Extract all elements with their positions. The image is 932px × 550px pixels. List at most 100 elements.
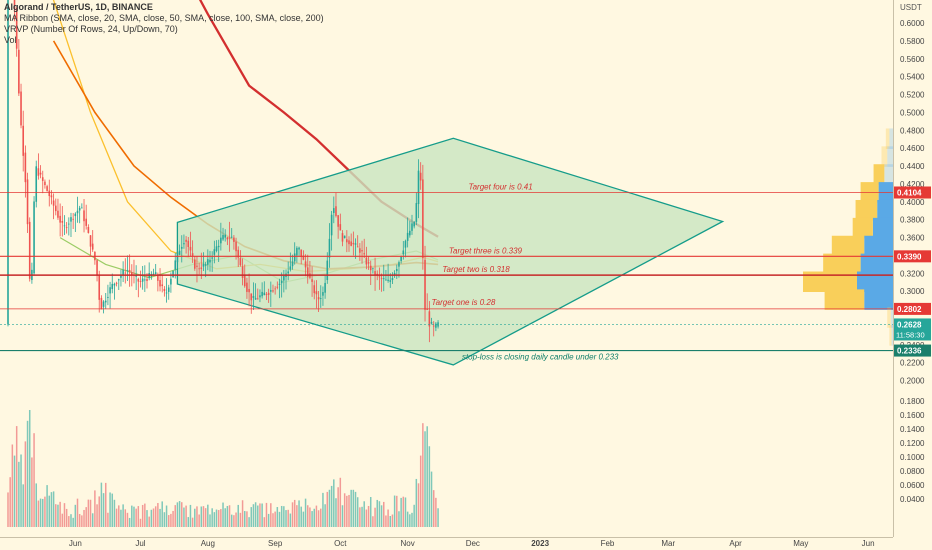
volume-bar [348,494,350,527]
volume-bar [404,497,407,527]
volume-bar [226,505,229,527]
volume-bar [46,485,48,527]
y-tick-label: 0.1000 [900,453,925,462]
candle-body [193,259,196,269]
y-tick-label: 0.4000 [900,198,925,207]
volume-bar [233,515,235,527]
volume-bar [7,492,9,527]
vrvp-up-bar [877,199,893,221]
candle-body [322,292,324,296]
candle-body [180,246,183,249]
volume-bar [159,508,161,527]
volume-bar [311,511,313,527]
volume-bar [419,455,422,527]
candle-body [124,272,127,274]
volume-bar [400,497,402,527]
volume-bar [198,514,200,527]
candle-body [235,241,237,252]
candle-body [48,190,51,197]
symbol-title[interactable]: Algorand / TetherUS, 1D, BINANCE [4,2,153,12]
volume-bar [144,503,146,527]
volume-bar [20,454,22,527]
candle-body [26,179,29,225]
volume-bar [122,504,124,527]
candle-body [380,278,383,280]
x-tick-label: Nov [401,539,415,548]
badge-target-four: 0.4104 [897,189,922,198]
volume-bar [202,506,205,527]
candle-body [387,279,389,281]
volume-bar [37,500,40,527]
vrvp-down-bar [889,325,892,346]
volume-bar [270,503,272,527]
vrvp-up-bar [889,128,893,149]
volume-bar [296,505,298,527]
volume-bar [213,512,216,527]
candle-body [395,268,398,272]
volume-bar [220,509,222,527]
candle-body [72,218,74,220]
volume-bar [224,508,226,527]
volume-bar [22,484,24,527]
candle-body [404,240,407,248]
volume-bar [306,505,309,527]
candle-body [68,223,70,225]
candle-body [141,278,144,282]
volume-bar [187,517,190,527]
volume-bar [94,490,96,527]
indicator-vrvp[interactable]: VRVP (Number Of Rows, 24, Up/Down, 70) [4,24,178,34]
candle-body [39,172,42,175]
volume-bar [68,516,70,527]
volume-bar [65,508,68,527]
volume-bar [376,499,378,527]
volume-bar [428,446,431,527]
candle-body [330,214,333,236]
badge-target-three: 0.3390 [897,252,922,261]
volume-profile-group [803,128,893,346]
y-tick-label: 0.1200 [900,439,925,448]
volume-bar [81,515,83,527]
volume-bar [356,497,359,527]
candle-body [304,261,307,268]
candle-body [172,270,174,278]
volume-bar [55,504,57,527]
candle-body [85,218,87,226]
volume-bar [89,499,92,527]
vrvp-up-bar [872,217,893,239]
indicator-ma-ribbon[interactable]: MA Ribbon (SMA, close, 20, SMA, close, 5… [4,13,324,23]
candle-body [111,283,114,289]
volume-bar [352,489,355,527]
y-tick-label: 0.2200 [900,359,925,368]
candle-body [226,237,229,240]
volume-bar [176,502,179,527]
volume-bar [76,498,79,527]
candle-body [185,239,187,242]
volume-bar [320,508,322,527]
volume-bar [115,508,118,527]
candle-body [109,287,111,294]
candle-body [385,279,387,281]
volume-bar [430,471,433,527]
candle-body [220,237,222,244]
volume-bar [111,493,114,527]
indicator-vol[interactable]: Vol [4,35,17,45]
volume-bar [252,504,255,527]
candle-body [293,253,296,262]
volume-bar [150,509,153,527]
volume-bar [285,510,287,527]
candle-body [207,259,209,265]
volume-bar [35,483,37,527]
volume-bar [96,504,98,527]
candle-body [311,279,313,282]
y-tick-label: 0.3800 [900,216,925,225]
volume-bar [411,512,413,527]
candle-body [319,298,322,299]
candle-body [328,238,331,258]
candle-body [7,0,9,325]
candle-body [348,240,350,245]
volume-bar [209,514,211,527]
candle-body [91,243,94,250]
volume-bar [291,502,294,527]
